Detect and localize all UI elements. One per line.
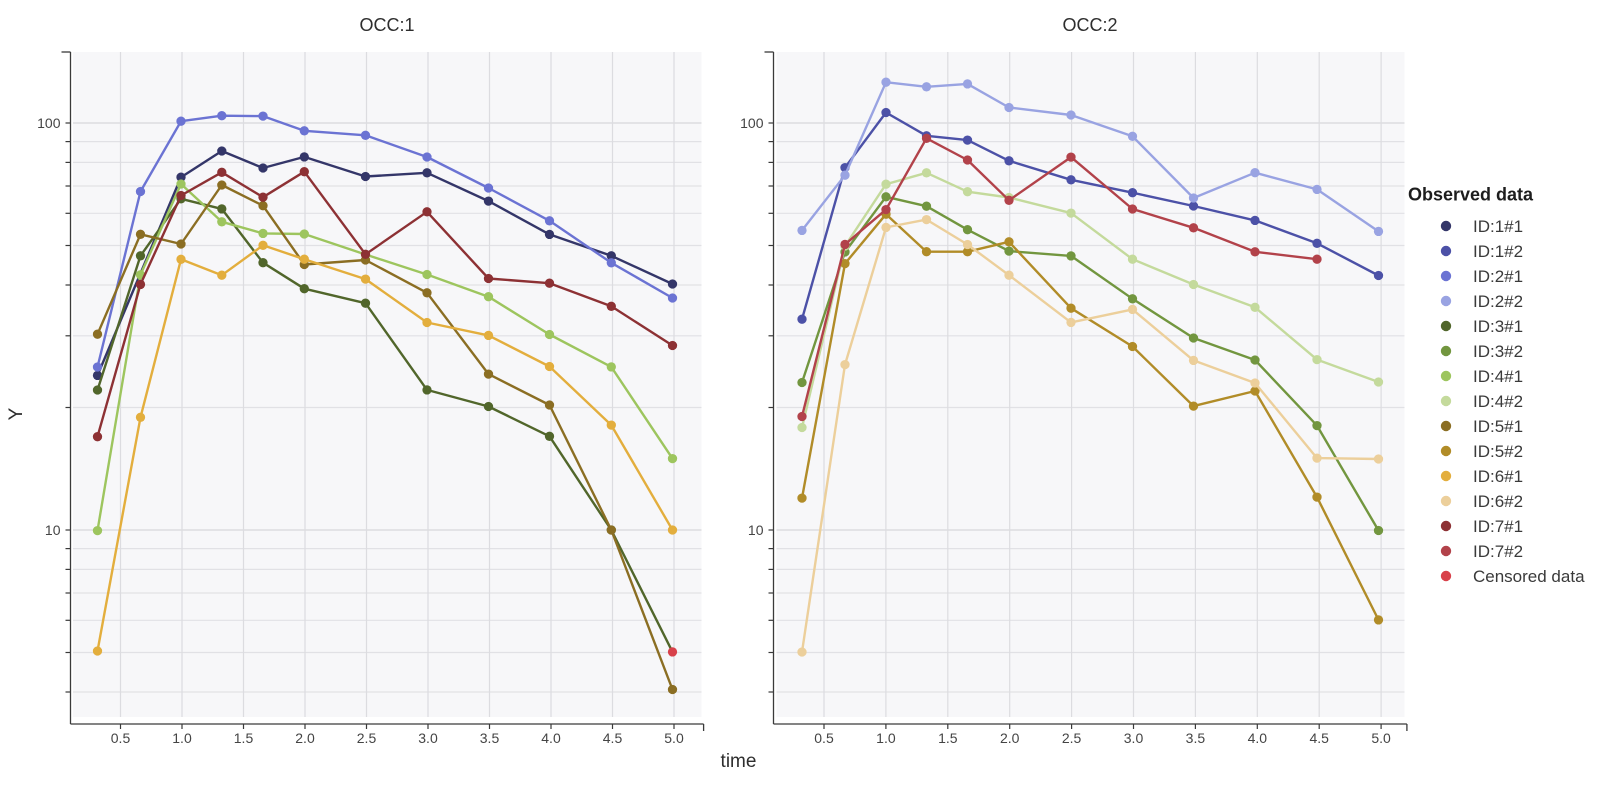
svg-text:1.5: 1.5: [938, 730, 958, 746]
svg-text:3.5: 3.5: [1186, 730, 1206, 746]
svg-text:Observed data: Observed data: [1408, 185, 1534, 205]
svg-text:ID:1#2: ID:1#2: [1473, 242, 1523, 261]
svg-text:ID:3#2: ID:3#2: [1473, 342, 1523, 361]
svg-text:3.0: 3.0: [418, 730, 438, 746]
svg-text:1.0: 1.0: [876, 730, 896, 746]
svg-text:100: 100: [37, 115, 61, 131]
svg-text:time: time: [721, 751, 757, 772]
svg-text:4.0: 4.0: [541, 730, 561, 746]
svg-text:Y: Y: [6, 407, 27, 420]
svg-text:ID:1#1: ID:1#1: [1473, 217, 1523, 236]
svg-text:ID:7#1: ID:7#1: [1473, 517, 1523, 536]
svg-text:1.0: 1.0: [172, 730, 192, 746]
svg-text:2.0: 2.0: [295, 730, 315, 746]
svg-text:10: 10: [45, 522, 61, 538]
svg-text:2.0: 2.0: [1000, 730, 1020, 746]
svg-text:2.5: 2.5: [357, 730, 377, 746]
svg-text:ID:5#1: ID:5#1: [1473, 417, 1523, 436]
svg-text:1.5: 1.5: [234, 730, 254, 746]
svg-text:3.0: 3.0: [1124, 730, 1144, 746]
svg-text:10: 10: [748, 522, 764, 538]
svg-text:ID:2#2: ID:2#2: [1473, 292, 1523, 311]
svg-text:ID:5#2: ID:5#2: [1473, 442, 1523, 461]
svg-text:3.5: 3.5: [480, 730, 500, 746]
svg-text:0.5: 0.5: [111, 730, 131, 746]
svg-text:2.5: 2.5: [1062, 730, 1082, 746]
svg-text:ID:4#2: ID:4#2: [1473, 392, 1523, 411]
svg-text:ID:6#2: ID:6#2: [1473, 492, 1523, 511]
svg-text:ID:2#1: ID:2#1: [1473, 267, 1523, 286]
svg-text:4.5: 4.5: [1309, 730, 1329, 746]
svg-text:ID:4#1: ID:4#1: [1473, 367, 1523, 386]
svg-text:ID:3#1: ID:3#1: [1473, 317, 1523, 336]
svg-text:5.0: 5.0: [664, 730, 684, 746]
svg-text:0.5: 0.5: [814, 730, 834, 746]
svg-text:4.0: 4.0: [1248, 730, 1268, 746]
svg-text:ID:7#2: ID:7#2: [1473, 542, 1523, 561]
svg-text:ID:6#1: ID:6#1: [1473, 467, 1523, 486]
svg-text:OCC:1: OCC:1: [359, 15, 414, 35]
svg-text:OCC:2: OCC:2: [1062, 15, 1117, 35]
svg-text:5.0: 5.0: [1371, 730, 1391, 746]
svg-text:Censored data: Censored data: [1473, 567, 1585, 586]
svg-text:4.5: 4.5: [603, 730, 623, 746]
svg-text:100: 100: [740, 115, 764, 131]
